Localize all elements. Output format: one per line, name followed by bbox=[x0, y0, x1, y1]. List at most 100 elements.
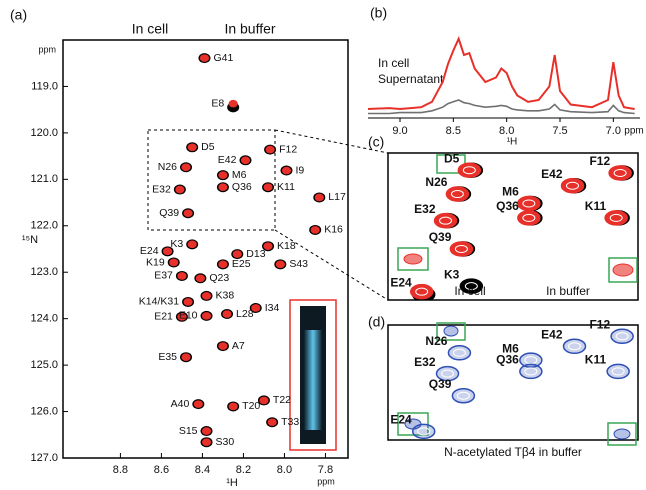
peak-label: M6 bbox=[232, 169, 247, 181]
peak bbox=[560, 177, 585, 194]
peak bbox=[517, 195, 541, 212]
new-peaks bbox=[404, 325, 631, 440]
panel-a-frame bbox=[62, 39, 349, 459]
peak-label: T22 bbox=[273, 394, 291, 406]
peak-label: N26 bbox=[425, 175, 447, 189]
peak bbox=[411, 423, 436, 440]
panel-d-frame bbox=[387, 324, 639, 441]
legend-entry: In cell bbox=[378, 56, 409, 70]
y-unit: ppm bbox=[38, 44, 56, 54]
contour-ring bbox=[452, 348, 466, 357]
x-axis-label: ¹H bbox=[507, 137, 518, 148]
peak-label: K14/K31 bbox=[139, 296, 179, 308]
peak-label: K11 bbox=[585, 199, 607, 213]
peak-label: K3 bbox=[170, 238, 183, 250]
peak-label: E24 bbox=[390, 412, 412, 426]
legend-entry: In cell bbox=[132, 21, 169, 37]
peak bbox=[259, 396, 269, 405]
contour-ring bbox=[417, 427, 431, 436]
peak-label: I34 bbox=[265, 302, 280, 314]
x-tick-label: 8.4 bbox=[195, 464, 210, 476]
peak bbox=[199, 54, 210, 62]
peak-label: F12 bbox=[279, 143, 297, 155]
peak-label: E32 bbox=[414, 202, 436, 216]
peak bbox=[195, 274, 205, 283]
peak bbox=[240, 156, 251, 165]
peak-label: L28 bbox=[236, 308, 254, 320]
peak-label: E24 bbox=[140, 245, 159, 257]
peak-label: Q39 bbox=[159, 207, 179, 219]
x-unit: ppm bbox=[317, 476, 335, 486]
contour-ring bbox=[611, 367, 625, 376]
legend-entry: In buffer bbox=[546, 284, 590, 298]
x-tick-label: 8.8 bbox=[113, 464, 128, 476]
peak-label: D5 bbox=[444, 151, 460, 165]
peak-label: E32 bbox=[152, 183, 171, 195]
contour-ring bbox=[464, 282, 478, 291]
peak bbox=[447, 345, 472, 361]
peak-label: M6 bbox=[502, 185, 519, 199]
peak-label: E21 bbox=[154, 311, 173, 323]
peak bbox=[183, 298, 193, 306]
legend-entry: N-acetylated Tβ4 in buffer bbox=[444, 445, 582, 459]
contour-ring bbox=[439, 216, 453, 225]
x-tick-label: 9.0 bbox=[392, 125, 407, 137]
peak-label: E25 bbox=[232, 258, 251, 270]
peak-label: N26 bbox=[158, 161, 177, 173]
peak-label: S43 bbox=[289, 258, 308, 270]
contour-ring bbox=[441, 369, 455, 378]
peak-label: E42 bbox=[541, 327, 563, 341]
legend-entry: Supernatant bbox=[378, 72, 444, 86]
peak bbox=[281, 166, 292, 175]
peak bbox=[265, 145, 275, 154]
peak bbox=[201, 438, 212, 447]
peak bbox=[606, 363, 630, 380]
peak-label: E24 bbox=[390, 276, 412, 290]
x-tick-label: 8.0 bbox=[499, 125, 514, 137]
peak-label: K11 bbox=[277, 181, 295, 193]
panel-label: (c) bbox=[368, 134, 384, 150]
x-axis-label: ¹H bbox=[226, 477, 238, 489]
peak-label: A40 bbox=[171, 398, 190, 410]
peak bbox=[218, 183, 228, 192]
peak-label: M6 bbox=[502, 341, 519, 355]
peak bbox=[181, 163, 191, 172]
contour-ring bbox=[524, 367, 538, 376]
y-tick-label: 120.0 bbox=[30, 127, 58, 139]
peak bbox=[263, 242, 273, 251]
peak bbox=[187, 143, 197, 152]
peak bbox=[433, 212, 458, 229]
peak bbox=[218, 260, 228, 269]
peak bbox=[314, 193, 324, 202]
y-axis-label: ¹⁵N bbox=[22, 234, 38, 246]
y-tick-label: 121.0 bbox=[30, 173, 58, 185]
contour-ring bbox=[609, 213, 623, 222]
zoom-connector bbox=[274, 229, 389, 301]
peak bbox=[604, 210, 628, 226]
new-peaks bbox=[403, 253, 634, 277]
y-tick-label: 119.0 bbox=[31, 80, 58, 92]
spectrum bbox=[367, 36, 635, 111]
peak bbox=[228, 99, 238, 108]
x-unit: ppm bbox=[624, 126, 643, 137]
peak-label: Q36 bbox=[496, 199, 519, 213]
contour-ring bbox=[522, 199, 536, 208]
peak bbox=[251, 304, 261, 312]
y-tick-label: 127.0 bbox=[30, 452, 58, 464]
peak-label: K11 bbox=[585, 353, 607, 367]
contour-ring bbox=[415, 287, 429, 296]
peak-label: I9 bbox=[295, 164, 304, 176]
spectrum bbox=[368, 99, 635, 115]
contour-ring bbox=[568, 342, 582, 351]
peak-label: E42 bbox=[541, 167, 563, 181]
peak bbox=[608, 165, 632, 181]
y-tick-label: 125.0 bbox=[30, 359, 58, 371]
peak bbox=[449, 241, 474, 257]
y-tick-label: 126.0 bbox=[30, 405, 58, 417]
peak bbox=[222, 310, 232, 318]
peak-label: E32 bbox=[414, 355, 436, 369]
peak-label: E10 bbox=[179, 310, 198, 322]
peak-label: Q23 bbox=[209, 272, 229, 284]
peak-label: G41 bbox=[213, 52, 233, 64]
